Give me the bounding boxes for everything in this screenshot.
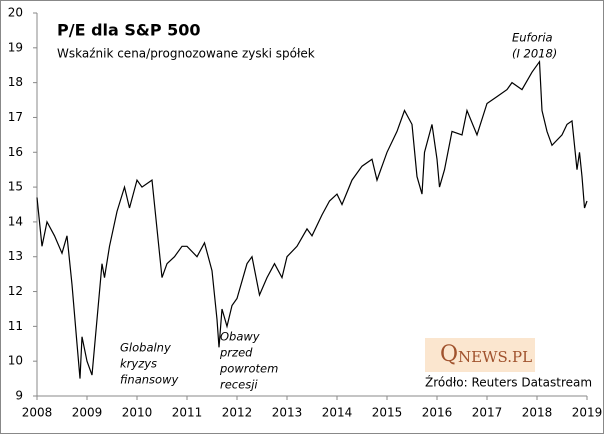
y-tick-label: 19 [8, 40, 23, 54]
x-tick-label: 2019 [572, 406, 603, 420]
pe-line [36, 59, 588, 379]
x-tick-label: 2016 [422, 406, 453, 420]
x-tick-label: 2018 [522, 406, 553, 420]
chart-subtitle: Wskaźnik cena/prognozowane zyski spółek [57, 47, 315, 61]
annotation: Euforia [512, 31, 553, 45]
x-tick-label: 2017 [472, 406, 503, 420]
annotation: przed [219, 346, 253, 360]
x-tick-label: 2009 [72, 406, 103, 420]
y-tick-label: 14 [8, 214, 23, 228]
x-tick-label: 2008 [22, 406, 53, 420]
x-tick-label: 2014 [322, 406, 353, 420]
y-tick-label: 20 [8, 6, 23, 20]
y-tick-label: 15 [8, 180, 23, 194]
y-tick-label: 11 [8, 319, 23, 333]
annotation: finansowy [120, 373, 178, 387]
x-tick-label: 2011 [172, 406, 203, 420]
chart-title: P/E dla S&P 500 [57, 21, 201, 40]
logo-initial: Q [440, 342, 458, 367]
x-tick-label: 2012 [222, 406, 253, 420]
y-tick-label: 18 [8, 75, 23, 89]
annotation: Globalny [120, 341, 171, 355]
y-tick-label: 16 [8, 145, 23, 159]
logo-text: NEWS.PL [458, 348, 532, 366]
y-tick-label: 13 [8, 249, 23, 263]
annotation: powrotem [219, 362, 278, 376]
y-tick-label: 10 [8, 354, 23, 368]
y-tick-label: 9 [15, 389, 23, 403]
y-tick-label: 12 [8, 284, 23, 298]
x-tick-label: 2015 [372, 406, 403, 420]
x-tick-label: 2013 [272, 406, 303, 420]
annotation: recesji [220, 378, 258, 392]
source: Źródło: Reuters Datastream [425, 375, 592, 390]
x-tick-label: 2010 [122, 406, 153, 420]
annotation: kryzys [120, 357, 157, 371]
annotation: (I 2018) [512, 47, 557, 61]
logo-box [425, 338, 535, 372]
annotation: Obawy [220, 330, 260, 344]
y-tick-label: 17 [8, 110, 23, 124]
